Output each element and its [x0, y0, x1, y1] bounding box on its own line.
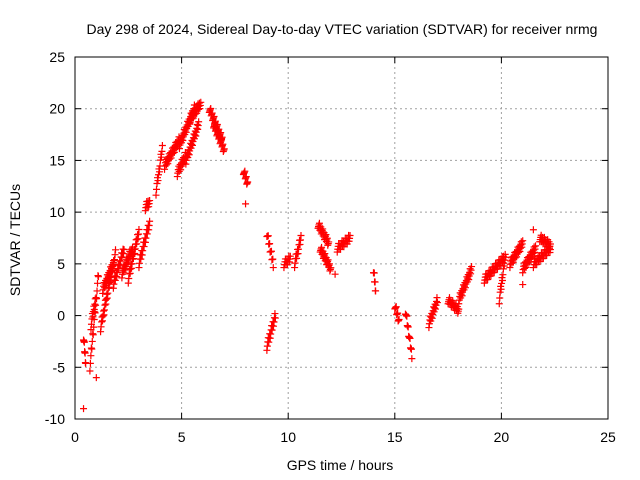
data-point [322, 231, 330, 239]
data-point [468, 263, 476, 271]
data-point [94, 279, 102, 287]
data-point [532, 242, 540, 250]
data-point [331, 270, 339, 278]
x-tick-label: 5 [178, 429, 186, 445]
data-point [112, 246, 120, 254]
x-tick-label: 20 [494, 429, 510, 445]
data-point [94, 273, 102, 281]
x-tick-label: 10 [280, 429, 296, 445]
data-point [195, 118, 203, 126]
data-point [269, 264, 277, 272]
data-point [88, 345, 96, 353]
grid-lines [75, 57, 608, 419]
y-tick-label: -10 [45, 411, 65, 427]
data-point [324, 256, 332, 264]
data-point [519, 237, 527, 245]
data-point [92, 374, 100, 382]
data-point [318, 243, 326, 251]
data-point [120, 246, 128, 254]
data-point [81, 349, 89, 357]
data-point [325, 260, 333, 268]
data-point [271, 314, 279, 322]
data-point [146, 217, 154, 225]
data-point [109, 259, 117, 267]
axis-ticks [74, 56, 609, 420]
data-point [89, 331, 97, 339]
data-point [529, 226, 537, 234]
data-point [146, 197, 154, 205]
data-points [80, 98, 554, 413]
data-point [407, 345, 415, 353]
x-axis-label: GPS time / hours [287, 457, 394, 473]
x-tick-label: 0 [71, 429, 79, 445]
y-tick-label: 10 [49, 204, 65, 220]
data-point [269, 255, 277, 263]
y-axis-label: SDTVAR / TECUs [7, 184, 23, 296]
data-point [315, 219, 323, 227]
data-point [321, 250, 329, 258]
data-point [158, 142, 166, 150]
data-point [325, 238, 333, 246]
data-point [546, 240, 554, 248]
data-point [264, 232, 272, 240]
data-point [297, 232, 305, 240]
data-point [211, 120, 219, 128]
data-point [327, 264, 335, 272]
x-tick-label: 15 [387, 429, 403, 445]
data-point [241, 167, 249, 175]
data-point [404, 323, 412, 331]
data-point [88, 337, 96, 345]
data-point [86, 359, 94, 367]
data-point [408, 355, 416, 363]
data-point [217, 136, 225, 144]
data-point [210, 112, 218, 120]
data-point [86, 367, 94, 375]
data-point [244, 178, 252, 186]
data-point [406, 334, 414, 342]
data-point [371, 278, 379, 286]
data-point [370, 269, 378, 277]
data-point [242, 173, 250, 181]
y-tick-label: 20 [49, 101, 65, 117]
y-tick-labels: -10 -5 0 5 10 15 20 25 [45, 49, 65, 427]
data-point [197, 98, 205, 106]
data-point [91, 295, 99, 303]
data-point [346, 232, 354, 240]
data-point [92, 301, 100, 309]
y-tick-label: -5 [53, 359, 66, 375]
data-point [220, 145, 228, 153]
y-tick-label: 15 [49, 152, 65, 168]
data-point [394, 309, 402, 317]
data-point [214, 128, 222, 136]
data-point [87, 352, 95, 360]
data-point [433, 299, 441, 307]
plot-frame [74, 56, 609, 420]
data-point [403, 312, 411, 320]
data-point [207, 104, 215, 112]
data-point [242, 200, 250, 208]
data-point [392, 303, 400, 311]
data-point [286, 252, 294, 260]
data-point [372, 287, 380, 295]
data-point [80, 405, 88, 413]
x-tick-label: 25 [600, 429, 616, 445]
data-point [219, 140, 227, 148]
data-point [319, 225, 327, 233]
data-point [135, 226, 143, 234]
data-point [266, 240, 274, 248]
chart-title: Day 298 of 2024, Sidereal Day-to-day VTE… [87, 21, 598, 37]
x-tick-labels: 0 5 10 15 20 25 [71, 429, 616, 445]
data-point [323, 234, 331, 242]
y-tick-label: 5 [57, 256, 65, 272]
data-point [519, 281, 527, 289]
y-tick-label: 25 [49, 49, 65, 65]
data-point [395, 316, 403, 324]
data-point [267, 247, 275, 255]
y-tick-label: 0 [57, 308, 65, 324]
data-point [93, 287, 101, 295]
data-point [80, 338, 88, 346]
